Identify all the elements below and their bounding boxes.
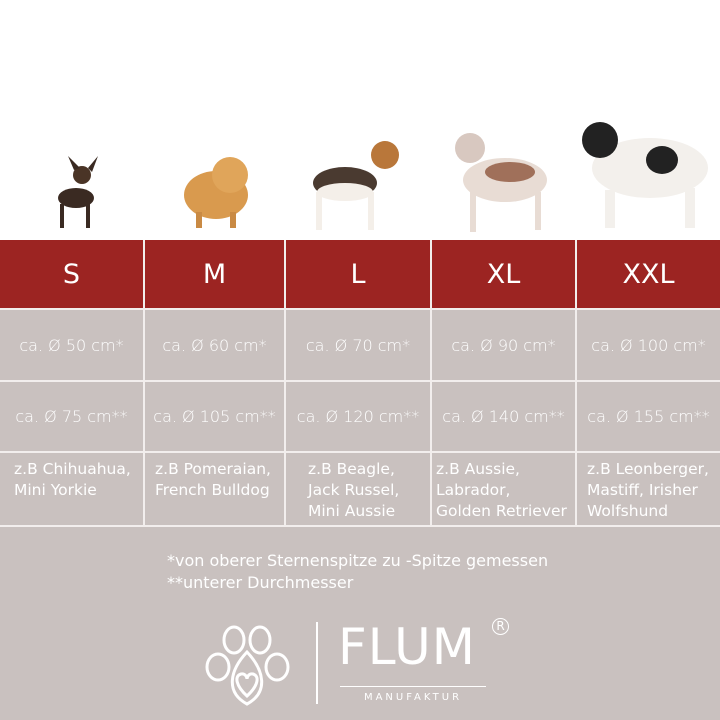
dog-images <box>58 122 708 232</box>
inner-diameter: ca. Ø 155 cm** <box>577 382 720 453</box>
breed-examples: z.B Beagle, Jack Russel, Mini Aussie <box>286 453 432 527</box>
breed-line: Mini Aussie <box>308 502 396 520</box>
breed-line: Golden Retriever <box>436 502 567 520</box>
dog-photo-strip <box>0 0 720 240</box>
size-header-l: L <box>286 240 432 310</box>
paw-heart-icon <box>205 625 290 706</box>
breed-line: z.B Pomeraian, <box>155 460 271 478</box>
breed-line: z.B Chihuahua, <box>14 460 131 478</box>
size-header-s: S <box>0 240 145 310</box>
breed-line: Mini Yorkie <box>14 481 97 499</box>
pomeranian-image <box>184 157 248 228</box>
footnote-outer: *von oberer Sternenspitze zu -Spitze gem… <box>167 551 549 570</box>
outer-diameter: ca. Ø 90 cm* <box>432 310 577 382</box>
aussie-image <box>455 133 547 232</box>
newfoundland-image <box>582 122 708 228</box>
outer-diameter: ca. Ø 100 cm* <box>577 310 720 382</box>
registered-mark: R <box>492 618 509 635</box>
outer-diameter: ca. Ø 70 cm* <box>286 310 432 382</box>
footnotes: *von oberer Sternenspitze zu -Spitze gem… <box>167 550 548 594</box>
breed-line: Jack Russel, <box>308 481 400 499</box>
breed-line: z.B Aussie, <box>436 460 520 478</box>
breed-examples: z.B Pomeraian, French Bulldog <box>145 453 286 527</box>
inner-diameter: ca. Ø 120 cm** <box>286 382 432 453</box>
inner-diameter: ca. Ø 105 cm** <box>145 382 286 453</box>
breed-line: z.B Beagle, <box>308 460 395 478</box>
size-table: S M L XL XXL ca. Ø 50 cm* ca. Ø 60 cm* c… <box>0 240 720 529</box>
breed-line: z.B Leonberger, <box>587 460 709 478</box>
breed-line: Wolfshund <box>587 502 669 520</box>
breed-line: French Bulldog <box>155 481 270 499</box>
brand-subtitle: MANUFAKTUR <box>340 686 486 703</box>
size-header-xxl: XXL <box>577 240 720 310</box>
chihuahua-image <box>58 156 98 228</box>
inner-diameter: ca. Ø 75 cm** <box>0 382 145 453</box>
breed-examples: z.B Leonberger, Mastiff, Irisher Wolfshund <box>577 453 720 527</box>
beagle-image <box>313 141 399 230</box>
size-header-m: M <box>145 240 286 310</box>
footnote-inner: **unterer Durchmesser <box>167 573 354 592</box>
breed-examples: z.B Aussie, Labrador, Golden Retriever <box>432 453 577 527</box>
logo-divider <box>316 622 318 704</box>
inner-diameter: ca. Ø 140 cm** <box>432 382 577 453</box>
size-header-xl: XL <box>432 240 577 310</box>
breed-line: Labrador, <box>436 481 511 499</box>
breed-line: Mastiff, Irisher <box>587 481 698 499</box>
breed-examples: z.B Chihuahua, Mini Yorkie <box>0 453 145 527</box>
outer-diameter: ca. Ø 50 cm* <box>0 310 145 382</box>
brand-name: FLUM <box>338 618 476 676</box>
outer-diameter: ca. Ø 60 cm* <box>145 310 286 382</box>
